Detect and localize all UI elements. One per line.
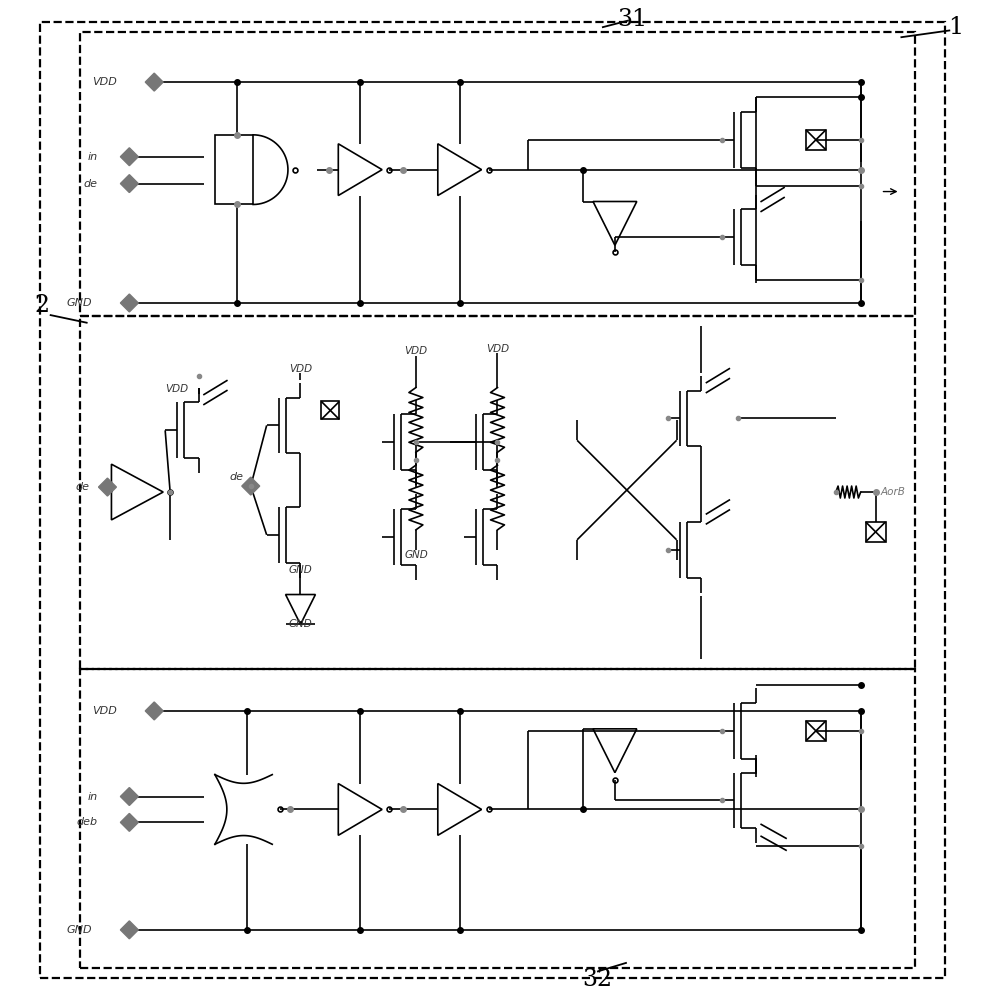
Bar — [865, 522, 885, 542]
Text: GND: GND — [404, 550, 427, 560]
Bar — [805, 721, 825, 741]
Text: VDD: VDD — [404, 346, 427, 356]
Polygon shape — [120, 175, 138, 193]
Text: in: in — [87, 152, 97, 162]
Text: deb: deb — [77, 817, 97, 827]
Polygon shape — [120, 788, 138, 805]
Text: VDD: VDD — [485, 344, 509, 354]
Polygon shape — [120, 921, 138, 939]
Polygon shape — [120, 813, 138, 831]
Text: de: de — [76, 482, 89, 492]
Polygon shape — [98, 478, 116, 496]
Polygon shape — [285, 595, 315, 624]
Text: VDD: VDD — [92, 706, 117, 716]
Bar — [805, 130, 825, 150]
Polygon shape — [145, 73, 163, 91]
Polygon shape — [120, 294, 138, 312]
Text: AorB: AorB — [880, 487, 905, 497]
Text: GND: GND — [288, 565, 312, 575]
Text: 2: 2 — [34, 294, 50, 317]
Text: GND: GND — [67, 298, 92, 308]
Text: VDD: VDD — [92, 77, 117, 87]
Polygon shape — [120, 148, 138, 166]
Text: 1: 1 — [946, 16, 962, 39]
Text: GND: GND — [288, 619, 312, 629]
Bar — [80, 316, 914, 669]
Text: in: in — [87, 792, 97, 802]
Polygon shape — [145, 702, 163, 720]
Text: de: de — [230, 472, 244, 482]
Text: de: de — [83, 179, 97, 189]
Polygon shape — [242, 477, 259, 495]
Bar — [321, 401, 339, 419]
Text: VDD: VDD — [288, 364, 312, 374]
Bar — [80, 32, 914, 316]
Text: 32: 32 — [581, 968, 611, 991]
Text: GND: GND — [67, 925, 92, 935]
Bar — [80, 669, 914, 968]
Text: VDD: VDD — [165, 384, 189, 394]
Text: 31: 31 — [616, 8, 646, 31]
Bar — [215, 135, 252, 204]
